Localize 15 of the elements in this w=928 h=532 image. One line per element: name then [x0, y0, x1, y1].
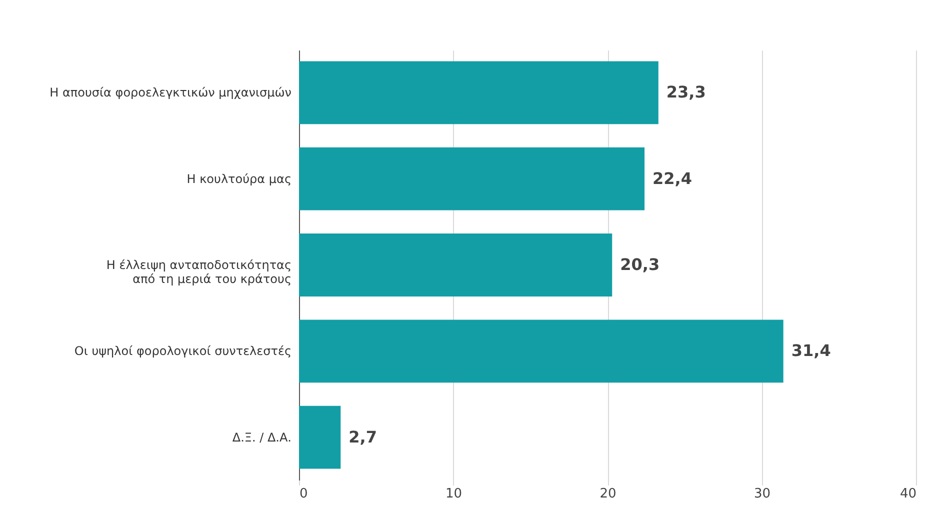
y-tick-label: Δ.Ξ. / Δ.Α. — [232, 430, 292, 444]
data-label: 31,4 — [791, 341, 831, 360]
x-tick-label: 40 — [900, 486, 916, 502]
x-tick-label: 20 — [600, 486, 616, 502]
data-label: 2,7 — [348, 427, 377, 446]
data-label: 22,4 — [652, 168, 692, 188]
y-tick-label: Οι υψηλοί φορολογικοί συντελεστές — [74, 344, 292, 358]
y-tick-label: Η κουλτούρα μας — [186, 172, 292, 186]
x-tick-label: 30 — [754, 486, 771, 502]
data-label: 23,3 — [666, 82, 706, 102]
y-tick-label: Η έλλειψη ανταποδοτικότητας από τη μεριά του κράτους — [106, 258, 292, 286]
y-tick-label: Η απουσία φοροελεγκτικών μηχανισμών — [50, 86, 292, 100]
data-label: 20,3 — [620, 255, 660, 274]
x-tick-label: 0 — [300, 486, 308, 502]
x-tick-label: 10 — [445, 486, 462, 502]
